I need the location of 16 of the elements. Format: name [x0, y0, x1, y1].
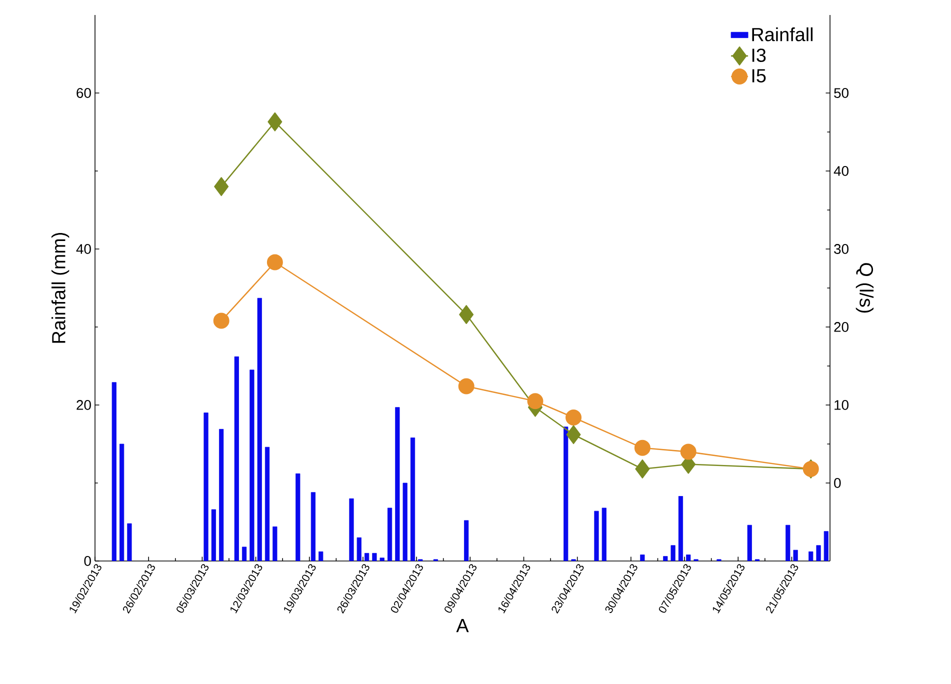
y2-tick-label: 20 — [834, 322, 849, 332]
y2-tick-label: 50 — [834, 88, 849, 98]
y2-tick-label: 0 — [834, 478, 841, 488]
y2-tick-label: 10 — [834, 400, 849, 410]
legend-label: I5 — [752, 69, 766, 82]
y-axis-title: Rainfall (mm) — [51, 232, 70, 343]
y2-tick-label: 40 — [834, 166, 849, 176]
legend-label: I3 — [752, 48, 766, 62]
y-tick-label: 60 — [76, 88, 91, 98]
legend-label: Rainfall — [752, 27, 813, 42]
y-tick-label: 20 — [76, 400, 91, 410]
y-tick-label: 0 — [84, 556, 91, 566]
y2-tick-label: 30 — [834, 244, 849, 254]
y-tick-label: 40 — [76, 244, 91, 254]
y2-axis-title: Q (l/s) — [856, 263, 874, 313]
x-axis-title: A — [456, 619, 469, 632]
